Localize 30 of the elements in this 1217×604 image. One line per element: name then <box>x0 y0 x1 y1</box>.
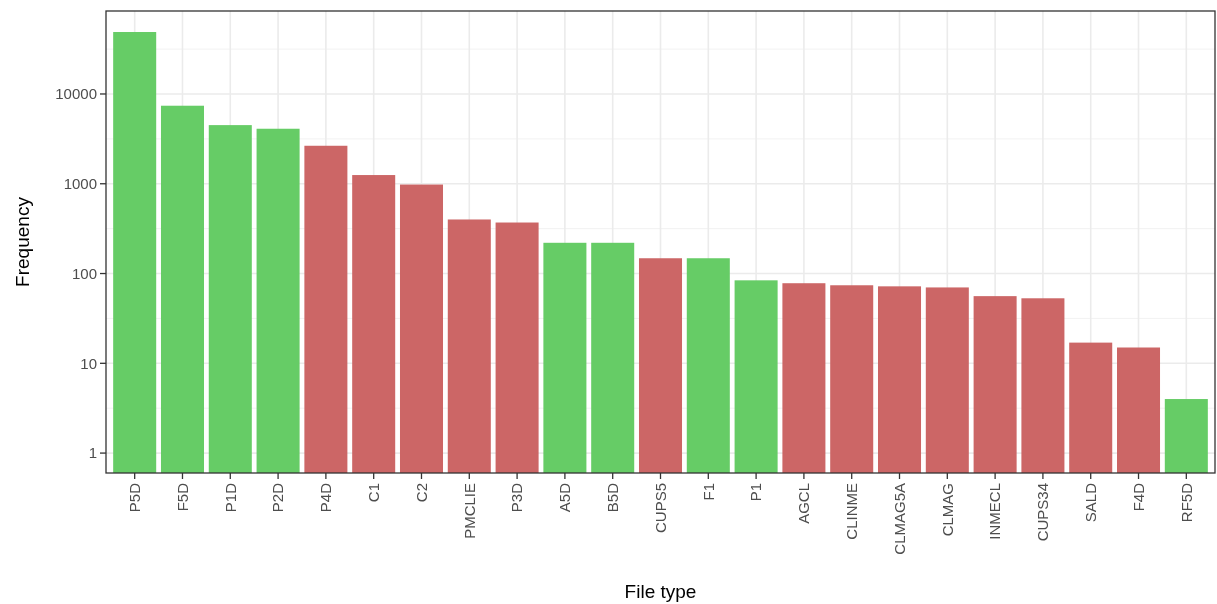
x-tick-label: AGCL <box>795 483 813 524</box>
y-tick-label: 1 <box>88 444 97 462</box>
x-tick-label: B5D <box>603 482 621 513</box>
x-tick-label: CLMAG5A <box>890 483 908 555</box>
y-tick-label: 100 <box>71 264 97 282</box>
x-tick-label: P4D <box>317 482 335 513</box>
x-tick-label: P2D <box>269 482 287 513</box>
y-tick-label: 1000 <box>63 175 97 192</box>
y-axis-title: Frequency <box>12 196 33 287</box>
x-tick-label: SALD <box>1081 482 1099 523</box>
x-tick-label: F5D <box>173 482 191 512</box>
x-tick-label: P5D <box>125 482 143 513</box>
x-tick-label: CUPS5 <box>651 483 669 534</box>
x-tick-label: A5D <box>556 482 574 513</box>
x-tick-label: P3D <box>508 482 526 513</box>
x-tick-label: RF5D <box>1177 482 1195 523</box>
x-tick-label: CLINME <box>842 483 860 540</box>
y-tick-label: 10000 <box>55 85 97 103</box>
x-tick-label: CUPS34 <box>1034 483 1052 542</box>
x-tick-label: P1 <box>747 483 765 502</box>
x-tick-label: P1D <box>221 482 239 513</box>
x-tick-label: INMECL <box>986 483 1004 540</box>
x-tick-label: C1 <box>364 483 382 503</box>
x-axis-title: File type <box>624 581 697 602</box>
x-tick-label: F1 <box>699 483 717 501</box>
x-tick-label: F4D <box>1129 482 1147 512</box>
x-tick-label: PMCLIE <box>460 483 478 539</box>
x-tick-label: C2 <box>412 483 430 503</box>
x-tick-label: CLMAG <box>938 483 956 537</box>
y-tick-label: 10 <box>80 354 97 372</box>
